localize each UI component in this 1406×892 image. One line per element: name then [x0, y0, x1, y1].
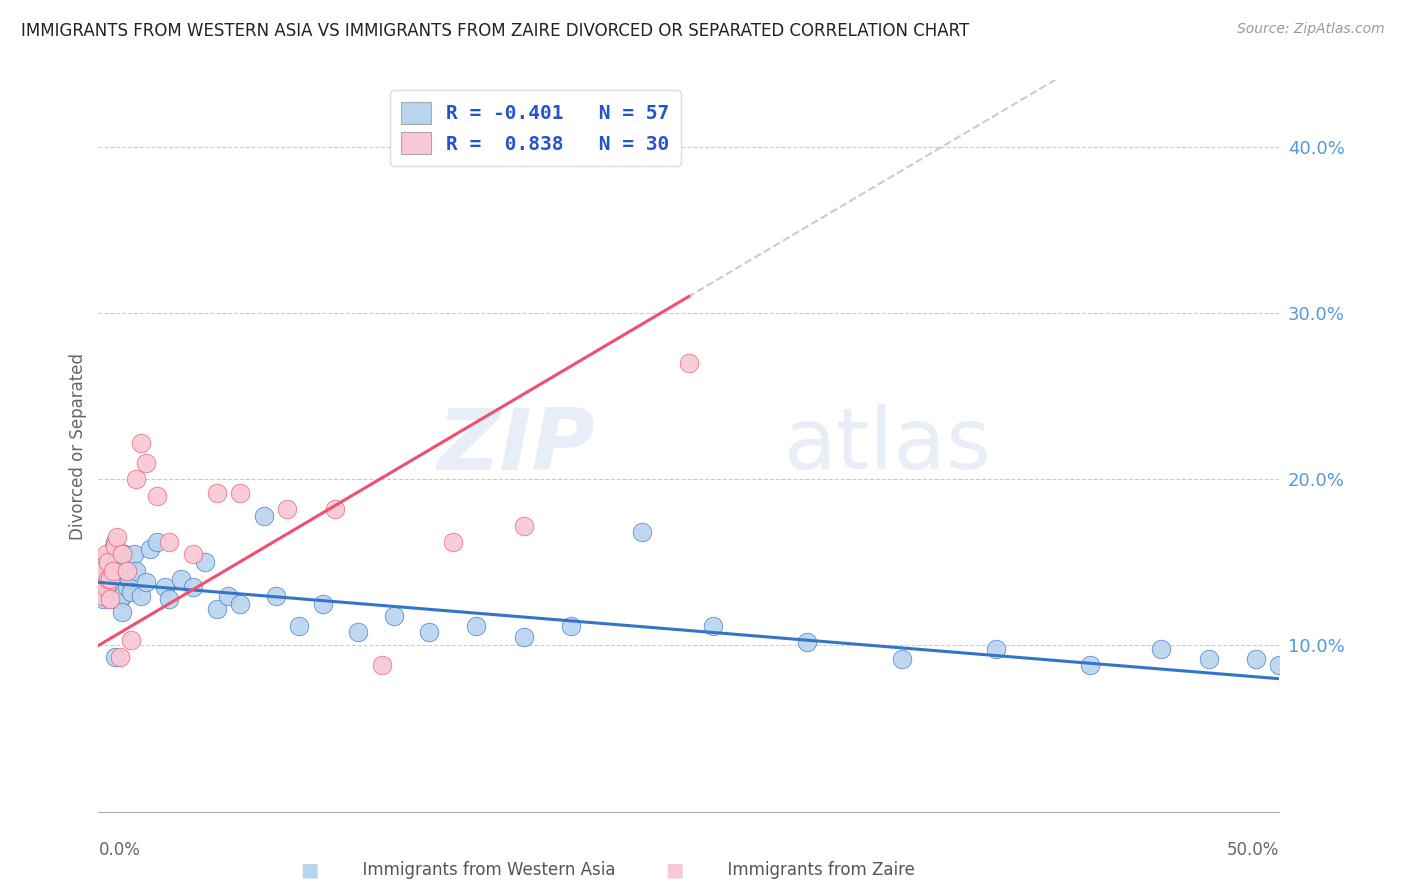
Point: [122, 547, 145, 561]
Text: 0.0%: 0.0%: [98, 841, 141, 859]
Point: [118, 572, 141, 586]
Point: [111, 589, 134, 603]
Point: [1268, 658, 1291, 673]
Point: [560, 618, 582, 632]
Point: [115, 558, 138, 573]
Point: [170, 572, 193, 586]
Point: [371, 658, 394, 673]
Point: [129, 589, 152, 603]
Y-axis label: Divorced or Separated: Divorced or Separated: [69, 352, 87, 540]
Point: [465, 618, 488, 632]
Point: [1198, 652, 1220, 666]
Point: [91, 564, 114, 578]
Point: [125, 564, 148, 578]
Point: [98, 572, 121, 586]
Point: [139, 542, 162, 557]
Point: [121, 585, 143, 599]
Text: Immigrants from Western Asia: Immigrants from Western Asia: [352, 861, 614, 879]
Point: [101, 564, 124, 578]
Point: [153, 580, 176, 594]
Point: [312, 597, 335, 611]
Text: Immigrants from Zaire: Immigrants from Zaire: [717, 861, 915, 879]
Point: [205, 602, 228, 616]
Point: [347, 625, 370, 640]
Text: ZIP: ZIP: [437, 404, 595, 488]
Point: [217, 589, 239, 603]
Point: [105, 567, 128, 582]
Point: [796, 635, 818, 649]
Text: ■: ■: [299, 860, 319, 880]
Point: [111, 547, 134, 561]
Point: [101, 568, 124, 582]
Point: [157, 535, 180, 549]
Point: [157, 591, 180, 606]
Point: [181, 580, 204, 594]
Point: [135, 456, 157, 470]
Point: [94, 583, 117, 598]
Point: [91, 589, 114, 603]
Point: [98, 572, 121, 586]
Point: [91, 591, 114, 606]
Point: [678, 356, 700, 370]
Point: [90, 580, 112, 594]
Point: [146, 489, 169, 503]
Point: [98, 591, 121, 606]
Point: [229, 597, 252, 611]
Point: [90, 580, 112, 594]
Point: [382, 608, 405, 623]
Point: [112, 547, 135, 561]
Point: [194, 555, 217, 569]
Point: [512, 518, 534, 533]
Point: [253, 508, 276, 523]
Point: [94, 580, 117, 594]
Point: [276, 502, 298, 516]
Point: [97, 558, 120, 573]
Point: [105, 552, 128, 566]
Point: [1244, 652, 1267, 666]
Point: [229, 485, 252, 500]
Point: [104, 650, 127, 665]
Text: IMMIGRANTS FROM WESTERN ASIA VS IMMIGRANTS FROM ZAIRE DIVORCED OR SEPARATED CORR: IMMIGRANTS FROM WESTERN ASIA VS IMMIGRAN…: [21, 22, 969, 40]
Point: [323, 502, 346, 516]
Text: 50.0%: 50.0%: [1227, 841, 1279, 859]
Point: [101, 542, 124, 557]
Point: [91, 568, 114, 582]
Point: [135, 575, 157, 590]
Point: [108, 650, 131, 665]
Point: [288, 618, 311, 632]
Point: [115, 580, 138, 594]
Point: [418, 625, 440, 640]
Point: [97, 572, 120, 586]
Point: [181, 547, 204, 561]
Point: [105, 530, 128, 544]
Point: [125, 472, 148, 486]
Point: [264, 589, 287, 603]
Point: [1080, 658, 1102, 673]
Point: [702, 618, 724, 632]
Point: [104, 539, 127, 553]
Point: [205, 485, 228, 500]
Point: [129, 435, 152, 450]
Point: [890, 652, 912, 666]
Point: [115, 564, 138, 578]
Point: [512, 630, 534, 644]
Point: [1150, 641, 1173, 656]
Text: Source: ZipAtlas.com: Source: ZipAtlas.com: [1237, 22, 1385, 37]
Point: [111, 605, 134, 619]
Point: [146, 535, 169, 549]
Legend: R = -0.401   N = 57, R =  0.838   N = 30: R = -0.401 N = 57, R = 0.838 N = 30: [389, 90, 681, 166]
Point: [630, 525, 652, 540]
Point: [121, 633, 143, 648]
Point: [98, 591, 121, 606]
Point: [94, 547, 117, 561]
Text: ■: ■: [665, 860, 685, 880]
Text: atlas: atlas: [783, 404, 991, 488]
Point: [984, 641, 1007, 656]
Point: [104, 535, 127, 549]
Point: [441, 535, 464, 549]
Point: [108, 591, 131, 606]
Point: [94, 552, 117, 566]
Point: [97, 575, 120, 590]
Point: [97, 555, 120, 569]
